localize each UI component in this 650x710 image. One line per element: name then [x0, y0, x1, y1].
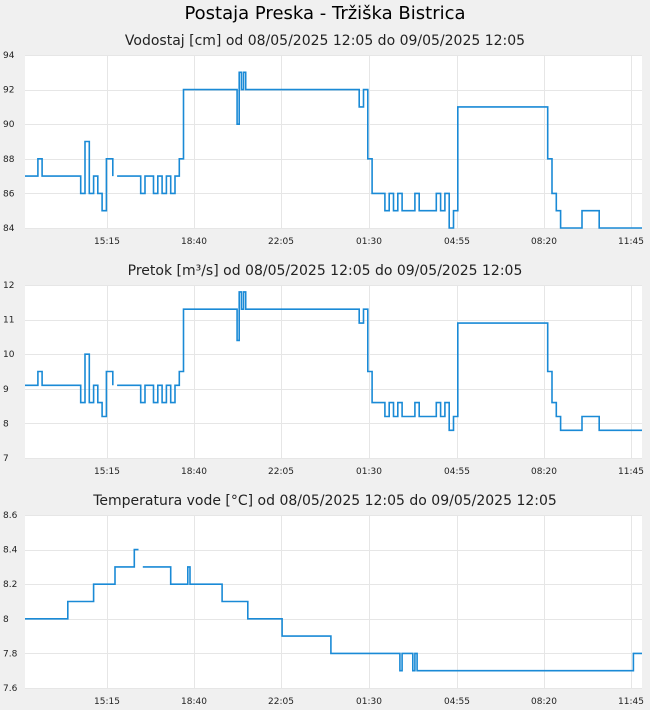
y-tick-label: 8.4: [3, 546, 18, 556]
y-tick-label: 11: [3, 316, 14, 326]
x-tick-label: 15:15: [94, 237, 120, 247]
plot-area: [25, 285, 642, 458]
plot-area: [25, 55, 642, 228]
x-tick-label: 01:30: [356, 467, 382, 477]
x-tick-label: 04:55: [444, 467, 470, 477]
x-tick-label: 22:05: [268, 237, 294, 247]
x-tick-label: 15:15: [94, 697, 120, 707]
x-tick-label: 18:40: [181, 467, 207, 477]
x-tick-label: 04:55: [444, 697, 470, 707]
y-tick-label: 94: [3, 51, 15, 61]
x-tick-label: 01:30: [356, 237, 382, 247]
chart-title: Temperatura vode [°C] od 08/05/2025 12:0…: [92, 493, 557, 509]
plot-area: [25, 515, 642, 688]
y-tick-label: 88: [3, 155, 15, 165]
series-line: [25, 71, 642, 229]
y-tick-label: 12: [3, 281, 14, 291]
y-tick-label: 84: [3, 224, 15, 234]
y-tick-label: 7: [3, 454, 9, 464]
x-tick-label: 18:40: [181, 237, 207, 247]
x-tick-label: 22:05: [268, 697, 294, 707]
x-tick-label: 22:05: [268, 467, 294, 477]
y-tick-label: 8.6: [3, 511, 18, 521]
chart-title: Vodostaj [cm] od 08/05/2025 12:05 do 09/…: [125, 33, 525, 49]
y-tick-label: 90: [3, 120, 15, 130]
x-tick-label: 11:45: [618, 237, 644, 247]
x-tick-label: 08:20: [531, 697, 557, 707]
x-tick-label: 11:45: [618, 467, 644, 477]
series-line: [25, 548, 642, 672]
x-tick-label: 04:55: [444, 237, 470, 247]
chart-title: Pretok [m³/s] od 08/05/2025 12:05 do 09/…: [128, 263, 523, 279]
x-tick-label: 08:20: [531, 237, 557, 247]
x-tick-label: 01:30: [356, 697, 382, 707]
page-title: Postaja Preska - Tržiška Bistrica: [184, 3, 466, 24]
x-tick-label: 15:15: [94, 467, 120, 477]
y-tick-label: 92: [3, 86, 14, 96]
y-tick-label: 7.6: [3, 684, 18, 694]
y-tick-label: 8: [3, 615, 9, 625]
y-tick-label: 86: [3, 189, 15, 199]
x-tick-label: 08:20: [531, 467, 557, 477]
x-tick-label: 18:40: [181, 697, 207, 707]
y-tick-label: 9: [3, 385, 9, 395]
y-tick-label: 8: [3, 419, 9, 429]
y-tick-label: 7.8: [3, 649, 18, 659]
series-line: [25, 291, 642, 432]
y-tick-label: 10: [3, 350, 15, 360]
y-tick-label: 8.2: [3, 580, 17, 590]
x-tick-label: 11:45: [618, 697, 644, 707]
